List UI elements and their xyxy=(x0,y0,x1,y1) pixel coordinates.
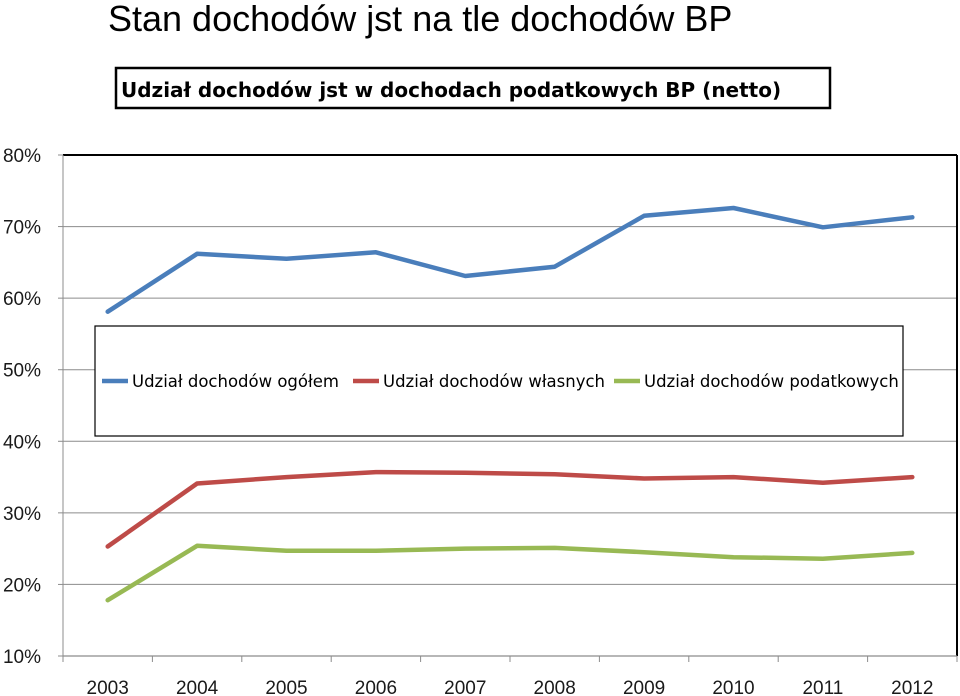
x-tick-label: 2009 xyxy=(623,678,665,696)
series-line-1 xyxy=(105,205,915,314)
x-tick-label: 2004 xyxy=(176,678,219,696)
y-tick-label: 10% xyxy=(3,647,41,668)
chart-title-frame xyxy=(114,66,832,110)
series-lines xyxy=(105,205,915,603)
y-tick-label: 30% xyxy=(3,504,41,525)
chart-title: Udział dochodów jst w dochodach podatkow… xyxy=(121,78,781,102)
y-tick-label: 40% xyxy=(3,432,41,453)
x-tick-label: 2012 xyxy=(891,678,933,696)
x-tick-label: 2008 xyxy=(534,678,576,696)
y-tick-label: 50% xyxy=(3,361,41,382)
x-tick-label: 2006 xyxy=(355,678,397,696)
legend-label: Udział dochodów ogółem xyxy=(132,372,339,391)
x-tick-label: 2011 xyxy=(802,678,843,696)
series-line-3 xyxy=(105,543,915,603)
legend-label: Udział dochodów podatkowych xyxy=(644,372,899,391)
y-tick-label: 70% xyxy=(3,218,41,239)
axes: 80% 70% 60% 50% 40% 30% 20% 10% 2003 2004 2005 2006… xyxy=(3,146,958,696)
x-tick-label: 2005 xyxy=(265,678,307,696)
chart-title-box: Udział dochodów jst w dochodach podatkow… xyxy=(114,66,832,110)
y-tick-label: 20% xyxy=(3,575,41,596)
legend-label: Udział dochodów własnych xyxy=(383,372,605,391)
x-tick-label: 2007 xyxy=(444,678,486,696)
legend: Udział dochodów ogółem Udział dochodów wł… xyxy=(94,325,904,437)
legend-frame xyxy=(94,325,904,437)
y-tick-label: 60% xyxy=(3,289,41,310)
page-title: Stan dochodów jst na tle dochodów BP xyxy=(108,0,733,39)
series-line-2 xyxy=(105,469,915,549)
x-tick-label: 2010 xyxy=(712,678,754,696)
y-tick-label: 80% xyxy=(3,146,41,167)
x-tick-label: 2003 xyxy=(87,678,129,696)
